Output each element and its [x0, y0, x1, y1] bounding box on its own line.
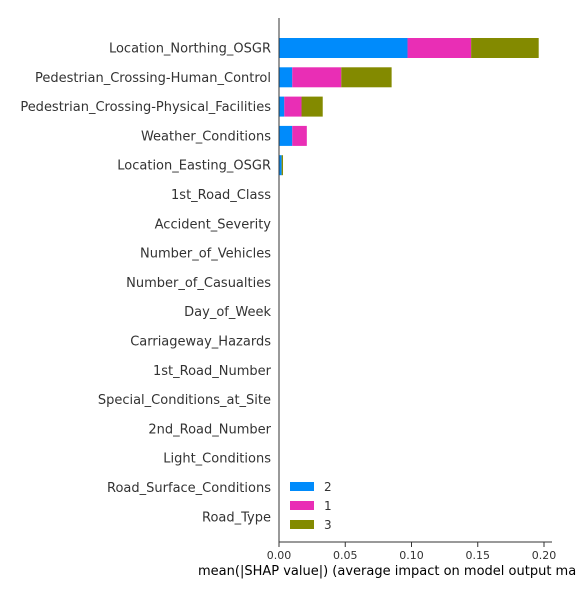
feature-label: Special_Conditions_at_Site	[98, 393, 271, 408]
feature-labels: Location_Northing_OSGR Pedestrian_Crossin…	[20, 42, 271, 526]
feature-label: Road_Type	[202, 510, 271, 525]
bar-segment-series-2	[279, 67, 293, 88]
bar-segment-series-1	[292, 67, 342, 88]
bar-segment-series-3	[471, 38, 539, 58]
feature-label: Light_Conditions	[163, 452, 271, 467]
feature-label: Number_of_Vehicles	[140, 247, 271, 262]
x-tick-label: 0.00	[267, 549, 292, 562]
bar-segment-series-3	[341, 67, 392, 88]
feature-label: Number_of_Casualties	[126, 276, 271, 291]
x-tick-label: 0.20	[532, 549, 557, 562]
feature-label: Pedestrian_Crossing-Physical_Facilities	[20, 100, 271, 115]
x-tick-label: 0.10	[399, 549, 424, 562]
bar-segment-series-2	[279, 125, 293, 146]
bar-segment-series-1	[407, 38, 472, 58]
legend: 2 1 3	[290, 480, 332, 532]
bar-segment-series-1	[284, 96, 302, 117]
bars-layer	[279, 38, 539, 176]
bar-segment-series-3	[281, 155, 283, 176]
bar-segment-series-3	[301, 96, 323, 117]
legend-label: 1	[324, 499, 332, 513]
feature-label: Location_Easting_OSGR	[117, 159, 271, 174]
feature-label: 1st_Road_Number	[153, 364, 272, 379]
bar-segment-series-2	[279, 38, 408, 58]
x-axis-ticks: 0.00 0.05 0.10 0.15 0.20	[267, 542, 557, 562]
feature-label: Pedestrian_Crossing-Human_Control	[35, 71, 271, 86]
legend-swatch	[290, 520, 314, 529]
x-axis-title: mean(|SHAP value|) (average impact on mo…	[198, 564, 576, 579]
legend-swatch	[290, 482, 314, 491]
feature-label: Carriageway_Hazards	[130, 335, 271, 350]
feature-label: 1st_Road_Class	[171, 188, 271, 203]
feature-label: Road_Surface_Conditions	[107, 481, 271, 496]
feature-label: Location_Northing_OSGR	[109, 42, 271, 57]
feature-label: Weather_Conditions	[141, 129, 271, 144]
legend-swatch	[290, 501, 314, 510]
bar-segment-series-2	[279, 96, 285, 117]
legend-label: 3	[324, 518, 332, 532]
bar-segment-series-2	[279, 155, 282, 176]
feature-label: Day_of_Week	[184, 305, 271, 320]
legend-label: 2	[324, 480, 332, 494]
feature-label: 2nd_Road_Number	[148, 422, 271, 437]
x-tick-label: 0.05	[333, 549, 358, 562]
feature-label: Accident_Severity	[155, 217, 272, 232]
bar-segment-series-1	[292, 125, 307, 146]
x-tick-label: 0.15	[466, 549, 491, 562]
